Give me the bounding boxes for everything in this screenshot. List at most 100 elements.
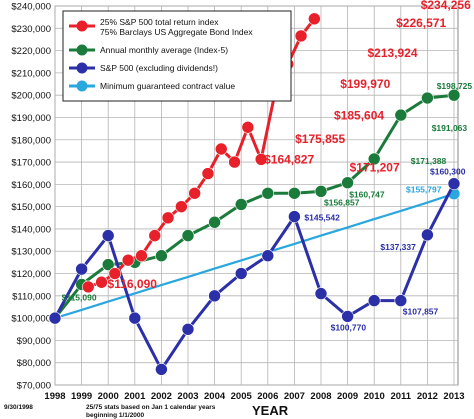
legend-label: 25% S&P 500 total return index <box>100 17 219 27</box>
data-point <box>155 249 168 262</box>
x-axis-title: YEAR <box>252 403 289 418</box>
x-tick-label: 2001 <box>124 391 146 402</box>
data-label: $100,770 <box>331 322 367 332</box>
y-tick-label: $130,000 <box>11 247 51 258</box>
data-point <box>288 210 301 223</box>
data-point <box>288 186 301 200</box>
data-point <box>188 186 201 200</box>
data-point <box>394 108 408 122</box>
y-tick-label: $100,000 <box>11 314 51 325</box>
data-label: $107,857 <box>403 307 439 317</box>
footer: 9/30/1998 25/75 stats based on Jan 1 cal… <box>4 403 289 419</box>
footnote-line1: 25/75 stats based on Jan 1 calendar year… <box>86 404 216 411</box>
data-label: $137,337 <box>380 242 416 252</box>
y-tick-label: $120,000 <box>11 269 51 280</box>
series-line <box>53 93 455 320</box>
x-tick-label: 1998 <box>44 391 65 402</box>
legend-label: S&P 500 (excluding dividends!) <box>100 63 218 73</box>
x-tick-label: 2012 <box>417 391 438 402</box>
data-point <box>101 229 115 242</box>
data-point <box>421 91 434 105</box>
data-point <box>181 229 195 242</box>
x-tick-label: 2007 <box>284 391 305 402</box>
legend-swatch-marker <box>76 62 88 74</box>
y-tick-label: $90,000 <box>17 336 51 347</box>
data-labels: $234,256 $226,571 $213,924 $199,970 $185,604… <box>62 0 473 332</box>
data-label: $226,571 <box>396 16 446 30</box>
data-point <box>341 310 354 323</box>
data-label: $160,300 <box>430 167 466 177</box>
data-point <box>208 289 221 303</box>
data-point <box>234 267 248 280</box>
data-point <box>234 198 248 211</box>
data-point <box>294 29 308 43</box>
x-tick-label: 2011 <box>390 391 411 402</box>
data-point <box>121 253 135 267</box>
legend-label-line2: 75% Barclays US Aggregate Bond Index <box>100 27 253 37</box>
data-point <box>447 177 461 190</box>
data-point <box>208 215 221 229</box>
data-label: $116,090 <box>108 277 158 291</box>
y-tick-label: $220,000 <box>11 46 51 57</box>
series-line <box>53 183 456 371</box>
legend-swatch-marker <box>76 20 88 32</box>
y-tick-label: $70,000 <box>17 381 51 392</box>
y-axis-ticks: $70,000 $80,000 $90,000 $100,000 $110,000 $12… <box>11 2 51 392</box>
data-label: $175,855 <box>295 132 345 146</box>
series-line <box>54 192 455 320</box>
data-label: $164,827 <box>264 153 314 167</box>
x-tick-label: 1999 <box>71 391 92 402</box>
y-tick-label: $110,000 <box>12 291 51 302</box>
legend-item-min-guaranteed: Minimum guaranteed contract value <box>69 80 235 92</box>
legend-box <box>62 10 292 102</box>
data-point <box>314 287 328 300</box>
data-label: $191,063 <box>432 123 468 133</box>
data-point <box>214 142 228 156</box>
y-tick-label: $140,000 <box>11 224 51 235</box>
x-tick-label: 2000 <box>98 391 119 402</box>
data-label: $115,090 <box>62 292 97 302</box>
legend-swatch-marker <box>76 44 88 56</box>
data-point <box>128 311 142 325</box>
legend-swatch-marker <box>76 80 88 92</box>
legend-item-annual-avg: Annual monthly average (Index-5) <box>69 44 228 56</box>
data-label: $199,970 <box>340 77 390 91</box>
data-point <box>155 363 168 376</box>
data-label: $185,604 <box>334 108 384 122</box>
data-point <box>308 12 321 26</box>
data-label: $213,924 <box>368 46 418 60</box>
data-point <box>367 152 381 166</box>
y-tick-label: $210,000 <box>11 68 51 79</box>
data-point <box>394 294 408 307</box>
data-point <box>181 322 195 336</box>
x-tick-label: 2006 <box>257 391 278 402</box>
data-point <box>108 267 122 280</box>
data-point <box>261 249 275 262</box>
data-point <box>135 249 148 262</box>
x-tick-label: 2002 <box>151 391 172 402</box>
data-label: $234,256 <box>421 0 471 12</box>
data-point <box>161 211 175 225</box>
y-tick-label: $160,000 <box>11 180 51 191</box>
legend-label: Annual monthly average (Index-5) <box>100 45 228 55</box>
x-tick-label: 2008 <box>310 391 331 402</box>
data-label: $171,388 <box>411 156 447 166</box>
x-tick-label: 2005 <box>231 391 253 402</box>
legend-label: Minimum guaranteed contract value <box>100 81 235 91</box>
data-point <box>201 167 215 180</box>
data-point <box>367 294 381 307</box>
series-layer <box>48 12 461 376</box>
y-tick-label: $200,000 <box>11 91 51 102</box>
footnote-line2: beginning 1/1/2000 <box>86 412 145 419</box>
data-label: $145,542 <box>304 213 340 223</box>
data-point <box>341 176 354 189</box>
x-tick-label: 2013 <box>443 391 464 402</box>
y-tick-label: $240,000 <box>11 2 51 13</box>
data-point <box>75 262 88 276</box>
y-tick-label: $190,000 <box>11 113 51 124</box>
data-label: $155,797 <box>406 185 442 195</box>
y-tick-label: $150,000 <box>11 202 51 213</box>
